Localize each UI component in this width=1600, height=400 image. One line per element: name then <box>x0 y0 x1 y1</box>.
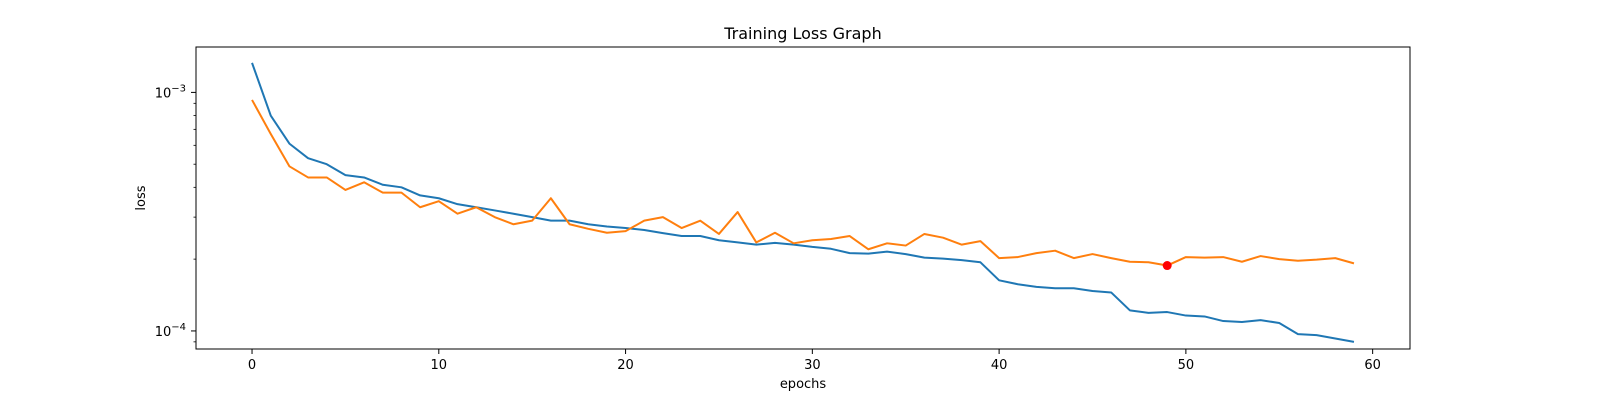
series-line-1 <box>251 62 1355 343</box>
x-tick-label: 0 <box>248 358 256 373</box>
series-line-2 <box>251 99 1355 267</box>
plot-frame <box>195 46 1411 350</box>
x-tick-label: 20 <box>617 358 634 373</box>
x-tick-label: 40 <box>991 358 1008 373</box>
chart-title: Training Loss Graph <box>723 24 881 43</box>
x-tick-label: 60 <box>1364 358 1381 373</box>
y-tick-label: 10−4 <box>155 322 186 340</box>
highlight-marker-1 <box>1162 261 1172 271</box>
x-axis-label: epochs <box>780 377 827 392</box>
y-tick-label: 10−3 <box>155 83 186 101</box>
y-axis-label: loss <box>134 185 149 210</box>
plot-area <box>251 62 1355 343</box>
y-axis-ticks: 10−3 10−4 <box>155 83 196 343</box>
x-tick-label: 50 <box>1178 358 1195 373</box>
x-tick-label: 30 <box>804 358 821 373</box>
x-axis-ticks: 0 10 20 30 40 50 60 <box>248 349 1381 373</box>
x-tick-label: 10 <box>431 358 448 373</box>
